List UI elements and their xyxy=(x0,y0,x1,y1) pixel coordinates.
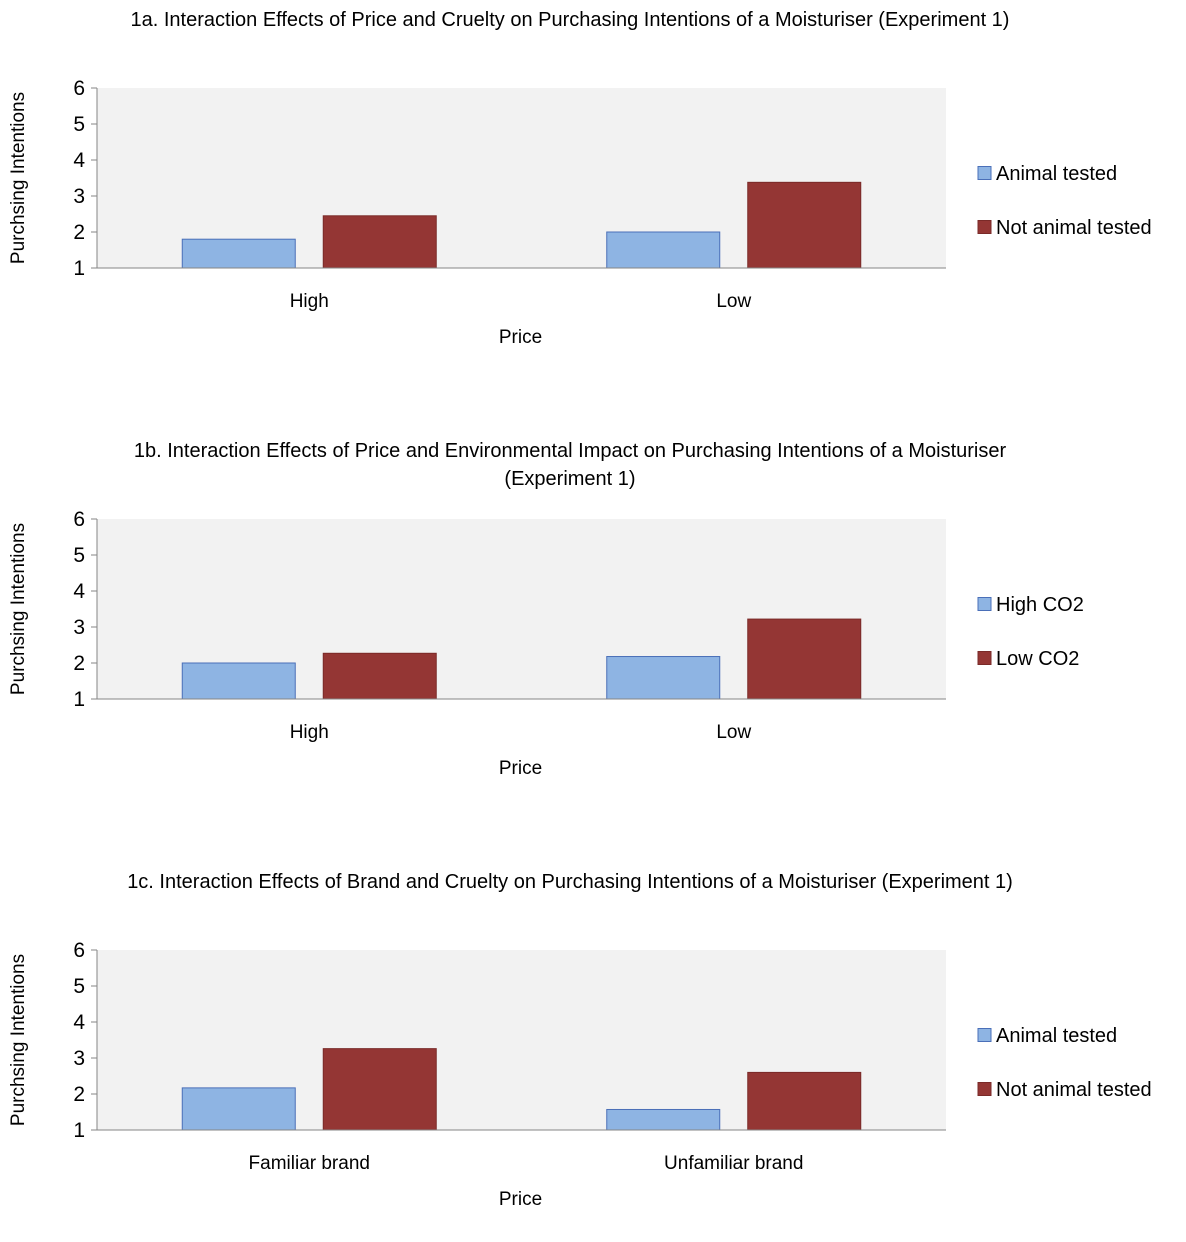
x-axis-title: Price xyxy=(499,1189,542,1210)
y-tick-label: 5 xyxy=(73,975,85,998)
y-tick-label: 5 xyxy=(73,544,85,567)
legend-label-1: High CO2 xyxy=(996,594,1084,616)
chart-1b: 1b. Interaction Effects of Price and Env… xyxy=(0,431,1186,811)
x-axis-title: Price xyxy=(499,327,542,348)
y-tick-label: 6 xyxy=(73,939,85,962)
bar-2-2 xyxy=(747,181,862,269)
chart-1a-svg: 1 2 3 4 5 6 High Low Price Purchsing Intentions An… xyxy=(8,77,1152,348)
y-tick-label: 6 xyxy=(73,508,85,531)
y-tick-label: 1 xyxy=(73,688,85,711)
bar-1-2 xyxy=(606,656,721,700)
y-tick-label: 4 xyxy=(73,1011,85,1034)
y-axis-title: Purchsing Intentions xyxy=(8,523,29,695)
chart-1c-svg: 1 2 3 4 5 6 Familiar brand Unfamiliar brand Pric… xyxy=(8,939,1152,1210)
bar-2-1 xyxy=(322,215,437,269)
chart-1a: 1a. Interaction Effects of Price and Cru… xyxy=(0,0,1186,380)
y-tick-label: 3 xyxy=(73,616,85,639)
chart-1c: 1c. Interaction Effects of Brand and Cru… xyxy=(0,862,1186,1242)
bar-1-2 xyxy=(606,231,721,269)
legend-swatch-2 xyxy=(977,651,992,665)
legend-swatch-1 xyxy=(977,597,992,611)
legend-label-1: Animal tested xyxy=(996,1025,1117,1047)
x-tick-label: Low xyxy=(716,291,751,312)
bar-2-1 xyxy=(322,652,437,700)
x-tick-label: High xyxy=(290,722,329,743)
legend-swatch-2 xyxy=(977,220,992,234)
y-tick-label: 4 xyxy=(73,149,85,172)
y-tick-label: 1 xyxy=(73,1119,85,1142)
chart-title: 1b. Interaction Effects of Price and Env… xyxy=(133,440,1007,490)
bar-1-1 xyxy=(181,238,296,269)
y-tick-label: 2 xyxy=(73,221,85,244)
legend-label-2: Not animal tested xyxy=(996,217,1152,239)
chart-title: 1a. Interaction Effects of Price and Cru… xyxy=(130,9,1010,31)
legend-swatch-1 xyxy=(977,166,992,180)
y-tick-label: 5 xyxy=(73,113,85,136)
x-tick-label: High xyxy=(290,291,329,312)
legend-label-1: Animal tested xyxy=(996,163,1117,185)
legend-swatch-1 xyxy=(977,1028,992,1042)
bar-1-1 xyxy=(181,1087,296,1131)
bar-1-2 xyxy=(606,1108,721,1131)
bar-1-1 xyxy=(181,662,296,700)
y-tick-label: 3 xyxy=(73,1047,85,1070)
y-tick-label: 3 xyxy=(73,185,85,208)
legend-label-2: Low CO2 xyxy=(996,648,1079,670)
x-axis-title: Price xyxy=(499,758,542,779)
chart-1b-svg: 1 2 3 4 5 6 High Low Price Purchsing Intentions Hi… xyxy=(8,508,1084,779)
y-axis-title: Purchsing Intentions xyxy=(8,92,29,264)
y-tick-label: 4 xyxy=(73,580,85,603)
bar-2-2 xyxy=(747,618,862,700)
bar-2-1 xyxy=(322,1048,437,1131)
x-tick-label: Low xyxy=(716,722,751,743)
bar-2-2 xyxy=(747,1071,862,1131)
y-tick-label: 6 xyxy=(73,77,85,100)
y-tick-label: 2 xyxy=(73,1083,85,1106)
chart-title: 1c. Interaction Effects of Brand and Cru… xyxy=(127,871,1013,893)
x-tick-label: Unfamiliar brand xyxy=(664,1153,803,1174)
y-tick-label: 1 xyxy=(73,257,85,280)
y-tick-label: 2 xyxy=(73,652,85,675)
y-axis-title: Purchsing Intentions xyxy=(8,954,29,1126)
legend-label-2: Not animal tested xyxy=(996,1079,1152,1101)
x-tick-label: Familiar brand xyxy=(249,1153,370,1174)
legend-swatch-2 xyxy=(977,1082,992,1096)
